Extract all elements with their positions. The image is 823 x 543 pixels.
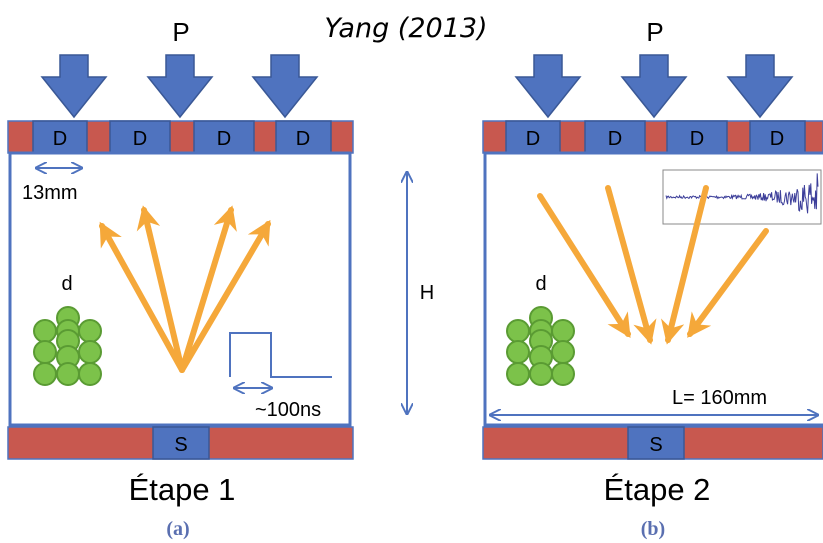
- waveform-trace: [665, 173, 819, 214]
- stage-label-b: Étape 2: [604, 472, 711, 507]
- panel-a: P D D D D 13mm d: [7, 17, 354, 540]
- detector: [749, 120, 806, 154]
- pressure-arrows-a: [40, 54, 319, 119]
- detector-label: D: [526, 128, 540, 150]
- particle-label-b: d: [535, 273, 546, 295]
- length-label: L= 160mm: [672, 387, 767, 409]
- figure-title: Yang (2013): [324, 13, 487, 44]
- detectors-a: [32, 120, 332, 154]
- pressure-arrow: [514, 54, 582, 119]
- detector: [666, 120, 728, 154]
- caption-a: (a): [166, 518, 189, 540]
- detector-label: D: [217, 128, 231, 150]
- source-label-a: S: [174, 434, 187, 456]
- detectors-b: [505, 120, 806, 154]
- wave-arrows-b: [537, 185, 769, 345]
- detector-label: D: [296, 128, 310, 150]
- pressure-arrow: [40, 54, 108, 119]
- force-label-a: P: [172, 17, 189, 47]
- source-a: [152, 426, 210, 460]
- wave-arrows-a: [99, 205, 271, 373]
- detector-label: D: [690, 128, 704, 150]
- panel-b: P D D D D d: [482, 17, 823, 540]
- detector-label: D: [53, 128, 67, 150]
- spacing-label: 13mm: [22, 182, 78, 204]
- caption-b: (b): [641, 518, 665, 540]
- force-label-b: P: [646, 17, 663, 47]
- detector: [505, 120, 561, 154]
- source-b: [627, 426, 685, 460]
- pressure-arrows-b: [514, 54, 794, 119]
- pressure-arrow: [620, 54, 688, 119]
- detector-label: D: [133, 128, 147, 150]
- detector-label: D: [770, 128, 784, 150]
- height-label: H: [420, 282, 434, 304]
- pulse-width-label: ~100ns: [255, 399, 321, 421]
- particle-cluster-a: [33, 306, 102, 386]
- particle-label-a: d: [61, 273, 72, 295]
- detector-label: D: [608, 128, 622, 150]
- pressure-arrow: [251, 54, 319, 119]
- pressure-arrow: [146, 54, 214, 119]
- pulse-signal: [229, 332, 332, 378]
- pressure-arrow: [726, 54, 794, 119]
- particle-cluster-b: [506, 306, 575, 386]
- stage-label-a: Étape 1: [129, 472, 236, 507]
- source-label-b: S: [649, 434, 662, 456]
- detector: [193, 120, 255, 154]
- signal-inset: [662, 169, 822, 225]
